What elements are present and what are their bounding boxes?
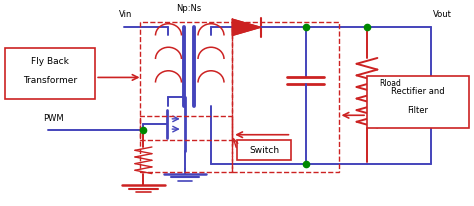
Text: Switch: Switch <box>249 146 279 154</box>
Text: Transformer: Transformer <box>23 76 77 85</box>
Text: Np:Ns: Np:Ns <box>176 4 201 13</box>
Bar <box>367 76 469 128</box>
Polygon shape <box>232 19 261 35</box>
Bar <box>140 116 232 172</box>
Text: Rload: Rload <box>379 79 401 88</box>
Text: Vin: Vin <box>119 10 132 19</box>
Bar <box>237 140 292 160</box>
Bar <box>140 22 232 140</box>
Bar <box>5 48 95 99</box>
Bar <box>232 22 338 172</box>
Text: Filter: Filter <box>407 106 428 115</box>
Text: Vout: Vout <box>433 10 452 19</box>
Text: Fly Back: Fly Back <box>31 57 69 66</box>
Text: PWM: PWM <box>43 114 64 123</box>
Text: Rectifier and: Rectifier and <box>391 87 444 96</box>
